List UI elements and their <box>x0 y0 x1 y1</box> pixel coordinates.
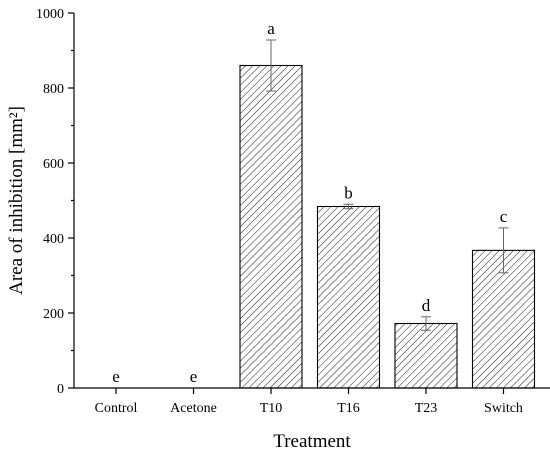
x-tick-label: T10 <box>260 401 283 416</box>
y-tick-label: 1000 <box>36 7 64 22</box>
y-ticks-layer: 0 200 400 600 800 1000 <box>36 7 74 397</box>
x-tick-label: T16 <box>337 401 360 416</box>
significance-letter: b <box>344 183 353 202</box>
x-tick-label: Acetone <box>170 401 217 416</box>
bar-t16 <box>316 205 381 389</box>
x-tick-label: Control <box>95 401 138 416</box>
significance-letter: a <box>267 19 275 38</box>
bar-t23 <box>394 322 458 389</box>
significance-letters-layer: e e a b d c <box>112 19 508 386</box>
y-tick-label: 0 <box>57 382 64 397</box>
significance-letter: e <box>190 367 198 386</box>
y-tick-label: 400 <box>43 232 64 247</box>
y-tick-label: 800 <box>43 82 64 97</box>
y-tick-label: 600 <box>43 157 64 172</box>
x-ticks-layer: Control Acetone T10 T16 T23 Switch <box>95 388 523 416</box>
significance-letter: e <box>112 367 120 386</box>
error-bars-layer <box>266 39 509 331</box>
x-tick-label: T23 <box>415 401 438 416</box>
bars-layer <box>239 64 536 389</box>
y-axis-title: Area of inhibition [mm²] <box>6 106 27 295</box>
x-axis-title: Treatment <box>273 431 351 452</box>
x-tick-label: Switch <box>484 401 523 416</box>
y-tick-label: 200 <box>43 307 64 322</box>
significance-letter: c <box>500 207 508 226</box>
bar-t10 <box>239 64 303 389</box>
significance-letter: d <box>422 296 431 315</box>
